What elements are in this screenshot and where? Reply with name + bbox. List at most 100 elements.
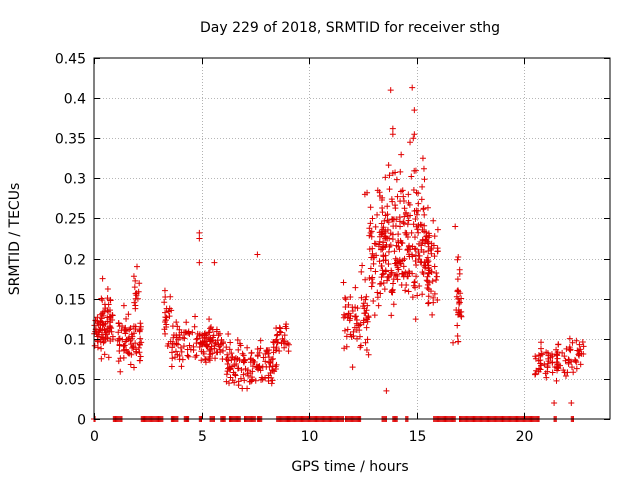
data-point	[372, 223, 379, 230]
data-point	[363, 347, 370, 354]
data-point	[249, 363, 256, 370]
data-point	[375, 302, 382, 309]
data-point	[344, 326, 351, 333]
data-point	[421, 222, 428, 229]
data-point	[225, 330, 232, 337]
data-point	[234, 365, 241, 372]
data-point	[394, 264, 401, 271]
data-point	[130, 273, 137, 280]
data-point	[385, 162, 392, 169]
data-point	[455, 309, 462, 316]
data-point	[115, 320, 122, 327]
data-point	[567, 346, 574, 353]
data-point	[416, 252, 423, 259]
data-point	[374, 294, 381, 301]
data-point	[368, 283, 375, 290]
data-point	[352, 313, 359, 320]
data-point	[555, 341, 562, 348]
data-point	[363, 324, 370, 331]
plot-frame	[93, 57, 611, 420]
data-point	[428, 269, 435, 276]
data-point	[419, 183, 426, 190]
data-point	[117, 368, 124, 375]
y-tick-label: 0.15	[55, 293, 86, 309]
data-point	[124, 349, 131, 356]
data-point	[194, 335, 201, 342]
data-point	[104, 314, 111, 321]
y-tick-label: 0.25	[55, 212, 86, 228]
data-point	[368, 228, 375, 235]
data-point	[543, 349, 550, 356]
data-point	[389, 216, 396, 223]
data-point	[405, 273, 412, 280]
data-point	[99, 327, 106, 334]
data-point	[455, 338, 462, 345]
data-point	[424, 273, 431, 280]
data-point	[228, 357, 235, 364]
data-point	[341, 345, 348, 352]
data-point	[213, 328, 220, 335]
axis-ticks: 0 0.05 0.1 0.15 0.2 0.25 0.3 0.35 0.4 0.45 0 5 10 15 2…	[55, 52, 610, 445]
data-point	[240, 371, 247, 378]
data-point	[91, 342, 98, 349]
data-point	[402, 287, 409, 294]
data-point	[553, 377, 560, 384]
data-point	[239, 385, 246, 392]
data-point	[94, 337, 101, 344]
data-point	[172, 348, 179, 355]
x-tick-label: 15	[409, 429, 427, 445]
data-point	[367, 229, 374, 236]
data-point	[97, 318, 104, 325]
data-point	[244, 344, 251, 351]
x-tick-label: 20	[516, 429, 534, 445]
data-point	[274, 339, 281, 346]
data-point	[107, 316, 114, 323]
data-point	[397, 237, 404, 244]
x-axis-label: GPS time / hours	[291, 459, 408, 475]
data-point	[380, 280, 387, 287]
data-point	[273, 344, 280, 351]
data-point	[207, 338, 214, 345]
data-point	[341, 327, 348, 334]
data-point	[387, 87, 394, 94]
data-point	[228, 350, 235, 357]
data-point	[223, 378, 230, 385]
data-point	[123, 315, 130, 322]
data-point	[543, 374, 550, 381]
data-point	[364, 318, 371, 325]
data-point	[97, 339, 104, 346]
data-point	[364, 302, 371, 309]
data-point	[580, 343, 587, 350]
data-point	[569, 339, 576, 346]
data-point	[382, 267, 389, 274]
data-point	[349, 307, 356, 314]
data-point	[132, 277, 139, 284]
data-point	[400, 198, 407, 205]
data-point	[376, 241, 383, 248]
data-point	[98, 355, 105, 362]
data-point	[580, 350, 587, 357]
data-point	[431, 263, 438, 270]
data-point	[434, 245, 441, 252]
data-point	[137, 353, 144, 360]
data-point	[560, 367, 567, 374]
chart-title: Day 229 of 2018, SRMTID for receiver sth…	[200, 20, 500, 36]
data-point	[384, 235, 391, 242]
data-point	[385, 260, 392, 267]
data-point	[186, 331, 193, 338]
data-point	[366, 225, 373, 232]
data-point	[369, 245, 376, 252]
data-point	[234, 337, 241, 344]
data-point	[574, 347, 581, 354]
data-point	[220, 347, 227, 354]
data-point	[104, 295, 111, 302]
data-point	[384, 203, 391, 210]
data-point	[395, 231, 402, 238]
data-point	[247, 370, 254, 377]
data-point	[562, 357, 569, 364]
data-point	[136, 341, 143, 348]
data-point	[393, 176, 400, 183]
data-point	[206, 329, 213, 336]
data-point	[424, 238, 431, 245]
data-point	[429, 278, 436, 285]
